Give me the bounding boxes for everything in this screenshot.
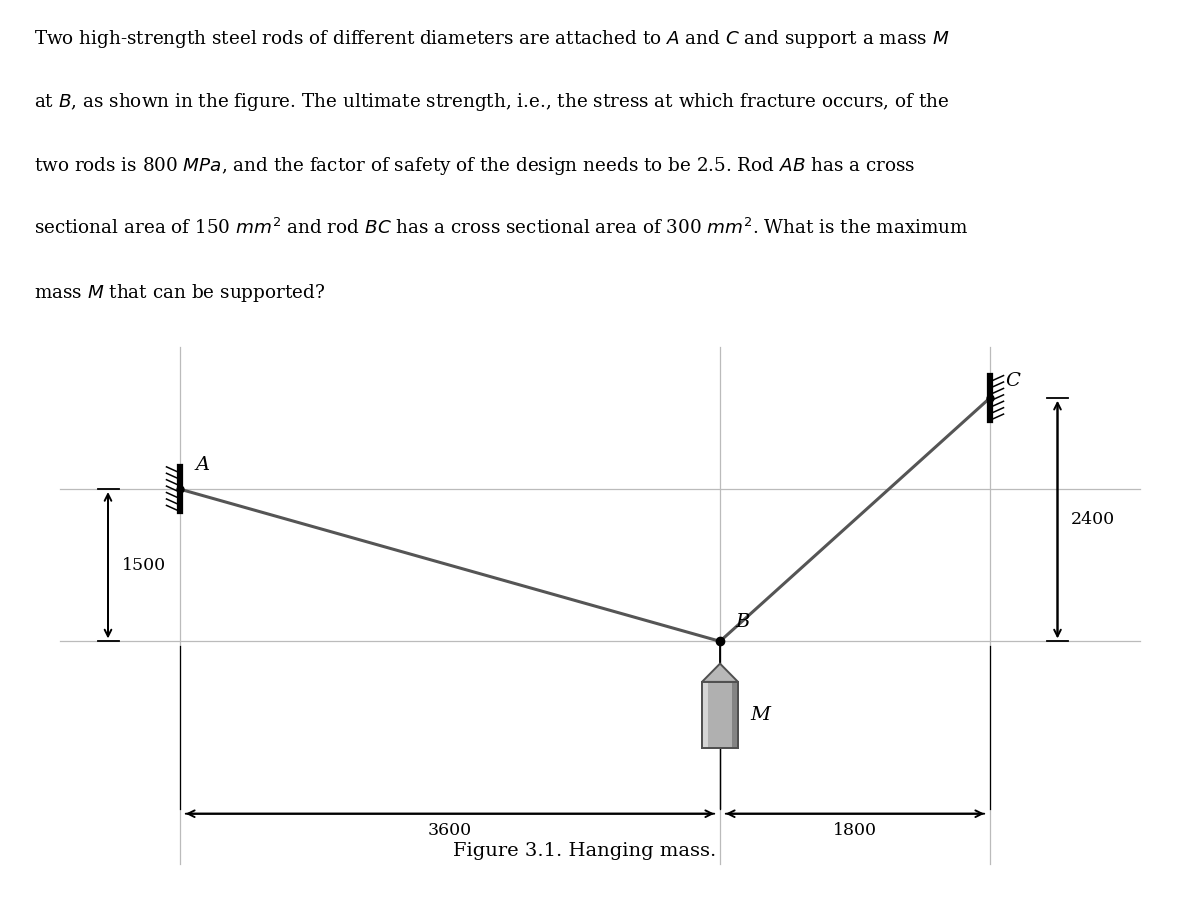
- Text: Two high-strength steel rods of different diameters are attached to $A$ and $C$ : Two high-strength steel rods of differen…: [34, 27, 949, 50]
- Text: M: M: [750, 706, 770, 724]
- Text: 3600: 3600: [428, 822, 472, 839]
- Text: B: B: [734, 614, 749, 631]
- Text: A: A: [194, 456, 209, 474]
- Text: C: C: [1006, 372, 1020, 390]
- Bar: [702, 681, 708, 748]
- Text: at $B$, as shown in the figure. The ultimate strength, i.e., the stress at which: at $B$, as shown in the figure. The ulti…: [34, 91, 949, 113]
- Text: 2400: 2400: [1072, 511, 1115, 529]
- Polygon shape: [702, 663, 738, 681]
- Text: mass $M$ that can be supported?: mass $M$ that can be supported?: [34, 282, 325, 304]
- Text: sectional area of 150 $mm^2$ and rod $BC$ has a cross sectional area of 300 $mm^: sectional area of 150 $mm^2$ and rod $BC…: [34, 218, 968, 239]
- Bar: [732, 681, 738, 748]
- Text: two rods is 800 $MPa$, and the factor of safety of the design needs to be 2.5. R: two rods is 800 $MPa$, and the factor of…: [34, 155, 914, 176]
- Text: 1800: 1800: [833, 822, 877, 839]
- Text: Figure 3.1. Hanging mass.: Figure 3.1. Hanging mass.: [454, 843, 716, 860]
- Bar: [702, 681, 738, 748]
- Text: 1500: 1500: [121, 557, 166, 574]
